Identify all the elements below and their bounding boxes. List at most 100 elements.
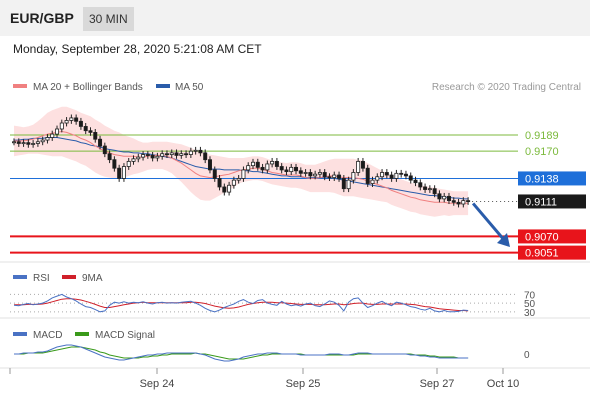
candle-body <box>423 186 428 190</box>
candle-body <box>317 172 322 175</box>
candle-body <box>11 141 16 144</box>
level-box-0.9138 <box>518 171 586 186</box>
rsi-line <box>13 293 469 313</box>
candle-body <box>207 159 212 171</box>
candle-body <box>466 200 471 203</box>
level-label-0.9111: 0.9111 <box>525 196 557 208</box>
candle-body <box>136 156 141 160</box>
timeframe-badge[interactable]: 30 MIN <box>83 7 134 31</box>
candle-body <box>93 131 98 140</box>
candle-body <box>265 163 270 171</box>
candle-body <box>59 122 64 130</box>
candle-body <box>83 126 88 132</box>
candle-body <box>150 155 155 159</box>
candle-body <box>313 173 318 177</box>
candle-body <box>303 172 308 174</box>
candle-body <box>174 152 179 156</box>
rsi-tick-50: 50 <box>524 299 536 310</box>
candle-body <box>31 143 36 145</box>
candle-body <box>260 166 265 171</box>
candle-body <box>360 160 365 169</box>
candle-body <box>40 139 45 143</box>
candle-body <box>64 120 69 124</box>
level-label-0.9189: 0.9189 <box>525 130 559 142</box>
legend-label-rsi: RSI <box>33 273 50 284</box>
x-tick-label: Oct 10 <box>487 378 519 390</box>
level-box-0.9111 <box>518 194 586 209</box>
level-label-0.9170: 0.9170 <box>525 146 559 158</box>
candle-body <box>69 117 74 121</box>
legend-swatch-macd-signal <box>75 332 89 336</box>
candle-body <box>193 149 198 152</box>
candle-body <box>442 195 447 200</box>
candle-body <box>298 170 303 174</box>
candle-body <box>437 193 442 200</box>
candle-body <box>102 145 107 155</box>
level-label-0.9138: 0.9138 <box>525 173 559 185</box>
currency-pair: EUR/GBP <box>10 10 74 26</box>
ma20-line <box>14 130 469 204</box>
x-tick-label: Sep 27 <box>420 378 455 390</box>
candle-body <box>399 172 404 175</box>
candle-body <box>289 166 294 173</box>
candle-body <box>356 160 361 173</box>
candle-body <box>308 172 313 177</box>
candle-body <box>365 167 370 184</box>
candle-body <box>384 172 389 176</box>
candle-body <box>88 130 93 133</box>
legend-label-ma20: MA 20 + Bollinger Bands <box>33 82 143 93</box>
chart-datetime: Monday, September 28, 2020 5:21:08 AM CE… <box>13 42 262 56</box>
legend-swatch-ma20 <box>13 84 27 88</box>
rsi-ma-line <box>14 298 469 312</box>
candle-body <box>270 160 275 165</box>
candle-body <box>432 188 437 195</box>
level-label-0.9070: 0.9070 <box>525 231 559 243</box>
candle-body <box>246 165 251 171</box>
candle-body <box>112 159 117 169</box>
candle-body <box>16 141 21 144</box>
candle-body <box>74 117 79 122</box>
candle-body <box>341 178 346 190</box>
candle-body <box>164 153 169 156</box>
candle-body <box>26 142 31 145</box>
x-tick-label: Sep 24 <box>140 378 175 390</box>
candle-body <box>327 176 332 179</box>
candle-body <box>155 155 160 159</box>
candle-body <box>50 133 55 138</box>
candle-body <box>231 179 236 186</box>
candle-body <box>169 152 174 155</box>
candle-body <box>413 179 418 184</box>
candle-body <box>427 188 432 191</box>
candle-body <box>255 161 260 168</box>
rsi-tick-30: 30 <box>524 308 536 319</box>
candle-body <box>78 120 83 127</box>
candle-body <box>126 160 131 167</box>
chart-credit: Research © 2020 Trading Central <box>432 82 581 93</box>
candle-body <box>21 142 26 145</box>
macd-tick-0: 0 <box>524 350 530 361</box>
forecast-arrow-shaft <box>471 202 507 242</box>
candle-body <box>332 174 337 178</box>
candle-body <box>117 167 122 179</box>
legend-label-rsi-ma: 9MA <box>82 273 103 284</box>
candle-body <box>351 172 356 181</box>
candle-body <box>337 174 342 179</box>
candle-body <box>184 153 189 156</box>
candle-body <box>236 178 241 181</box>
candle-body <box>160 153 165 157</box>
candle-body <box>217 178 222 188</box>
candle-body <box>222 186 227 193</box>
candle-body <box>203 152 208 161</box>
macd-signal-line <box>14 346 469 360</box>
macd-line <box>14 344 469 362</box>
candle-body <box>284 169 289 173</box>
candle-body <box>403 173 408 177</box>
rsi-tick-70: 70 <box>524 290 536 301</box>
candle-body <box>212 169 217 179</box>
candle-body <box>279 166 284 171</box>
bollinger-band <box>14 106 469 217</box>
legend-swatch-rsi <box>13 275 27 279</box>
candle-body <box>145 154 150 156</box>
legend-label-macd: MACD <box>33 330 62 341</box>
